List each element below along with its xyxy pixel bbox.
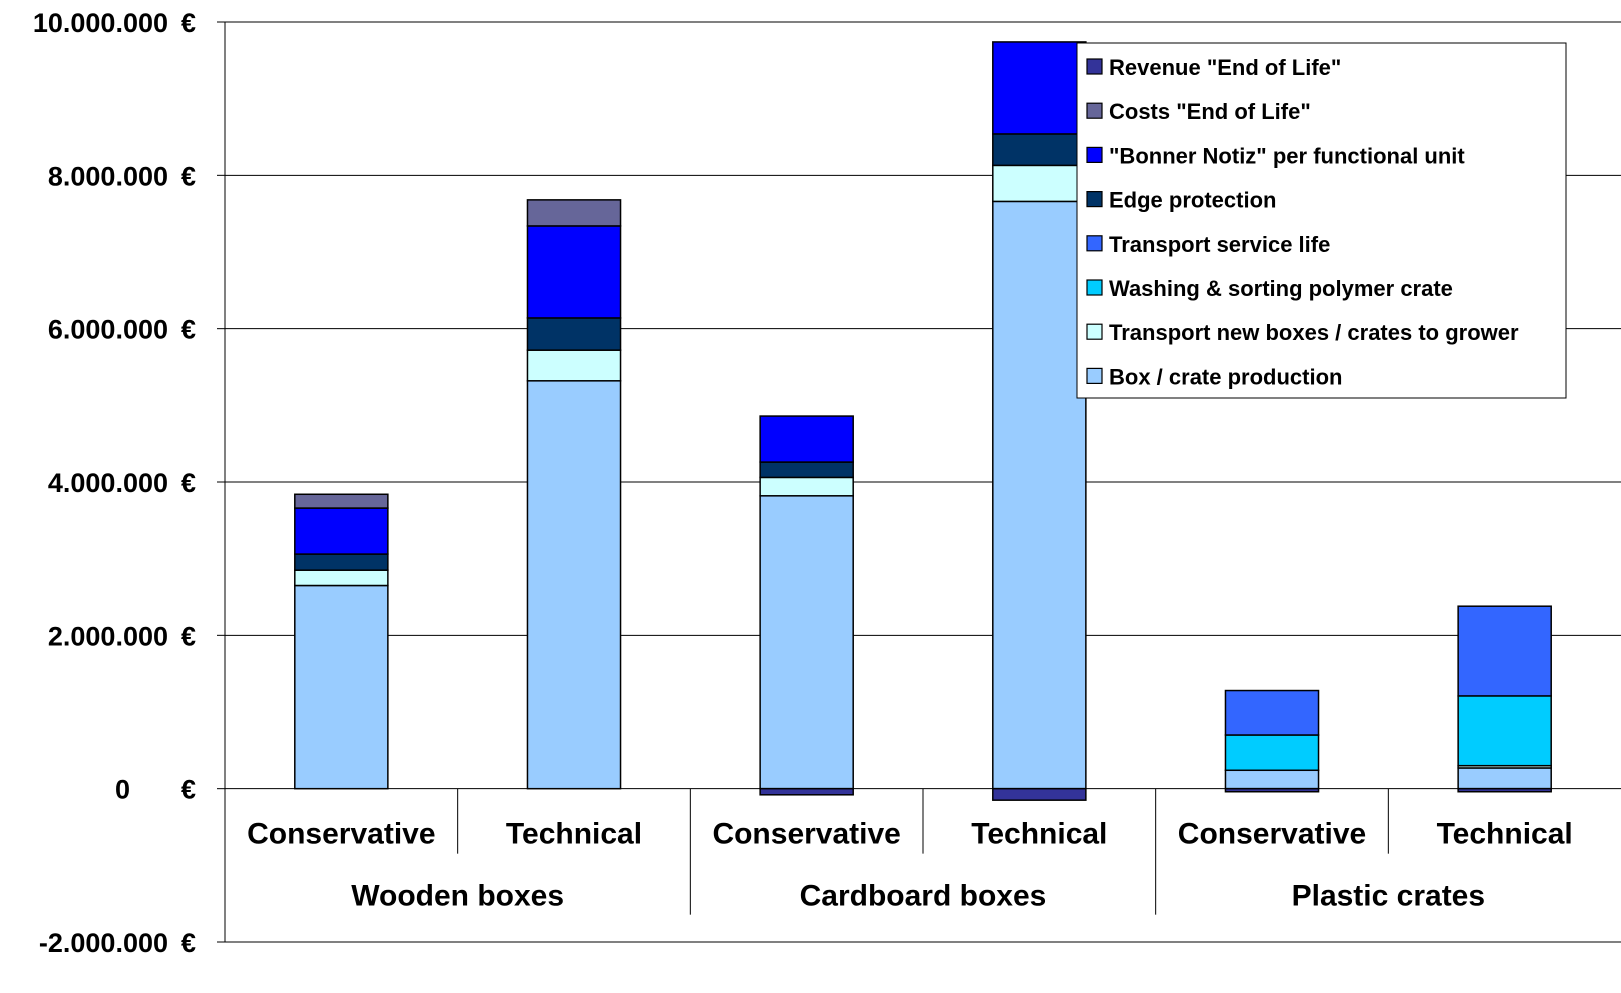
legend-swatch (1086, 58, 1103, 75)
legend-swatch (1086, 367, 1103, 384)
y-tick-currency: € (181, 928, 196, 958)
bar-segment (992, 133, 1087, 167)
x-category-label: Technical (971, 818, 1107, 851)
x-group-label: Plastic crates (1292, 880, 1485, 913)
bar-segment (294, 584, 389, 790)
bar-segment (294, 493, 389, 509)
x-group-label: Wooden boxes (351, 880, 564, 913)
legend-label: Washing & sorting polymer crate (1109, 276, 1453, 301)
x-category-label: Conservative (247, 818, 435, 851)
x-category-label: Conservative (712, 818, 900, 851)
bar-segment (1224, 689, 1320, 736)
legend-label: Edge protection (1109, 188, 1276, 213)
bar-segment (526, 317, 622, 351)
bar-segment (294, 507, 389, 555)
x-category-label: Technical (1437, 818, 1573, 851)
legend-swatch (1086, 279, 1103, 296)
y-tick-label: 8.000.000 (48, 161, 168, 191)
bars (294, 41, 1552, 801)
bar-segment (1457, 787, 1552, 793)
legend-label: Revenue "End of Life" (1109, 55, 1341, 80)
bar-segment (1224, 787, 1320, 793)
y-tick-label: 0 (115, 775, 130, 805)
bar-segment (526, 380, 622, 790)
bar-segment (1457, 695, 1552, 767)
bar-segment (759, 787, 854, 796)
bar-segment (526, 225, 622, 319)
y-tick-currency: € (181, 161, 196, 191)
y-tick-currency: € (181, 468, 196, 498)
bar-segment (992, 164, 1087, 203)
y-tick-currency: € (181, 621, 196, 651)
y-tick-label: 10.000.000 (33, 8, 168, 38)
bar-segment (526, 349, 622, 382)
bar-segment (1457, 767, 1552, 790)
axes: -2.000.000 €0 €2.000.000 €4.000.000 €6.000.0… (33, 8, 1621, 958)
y-tick-currency: € (181, 315, 196, 345)
legend-swatch (1086, 102, 1103, 119)
legend-swatch (1086, 191, 1103, 208)
x-category-label: Conservative (1178, 818, 1366, 851)
legend-swatch (1086, 323, 1103, 340)
bar-segment (1457, 605, 1552, 697)
bar-segment (526, 199, 622, 227)
y-tick-currency: € (181, 8, 196, 38)
legend-label: Transport new boxes / crates to grower (1109, 320, 1519, 345)
bar-segment (992, 41, 1087, 135)
bar-segment (992, 787, 1087, 801)
bar-segment (294, 569, 389, 587)
y-tick-label: 6.000.000 (48, 315, 168, 345)
legend-swatch (1086, 146, 1103, 163)
bar-segment (992, 200, 1087, 790)
legend-label: Transport service life (1109, 232, 1330, 257)
legend-label: Box / crate production (1109, 364, 1342, 389)
bar-segment (1224, 734, 1320, 772)
y-tick-currency: € (181, 775, 196, 805)
y-tick-label: 2.000.000 (48, 621, 168, 651)
x-group-label: Cardboard boxes (800, 880, 1047, 913)
legend-swatch (1086, 235, 1103, 252)
y-tick-label: -2.000.000 (39, 928, 168, 958)
bar-segment (759, 476, 854, 497)
legend-box (1076, 42, 1567, 399)
legend: Revenue "End of Life" Costs "End of Life"… (1076, 42, 1567, 399)
legend-label: Costs "End of Life" (1109, 99, 1311, 124)
legend-label: "Bonner Notiz" per functional unit (1109, 143, 1465, 168)
bar-segment (294, 553, 389, 571)
bar-segment (759, 495, 854, 790)
y-tick-label: 4.000.000 (48, 468, 168, 498)
bar-segment (759, 461, 854, 479)
bar-segment (759, 415, 854, 463)
bar-segment (1224, 769, 1320, 790)
x-category-label: Technical (506, 818, 642, 851)
